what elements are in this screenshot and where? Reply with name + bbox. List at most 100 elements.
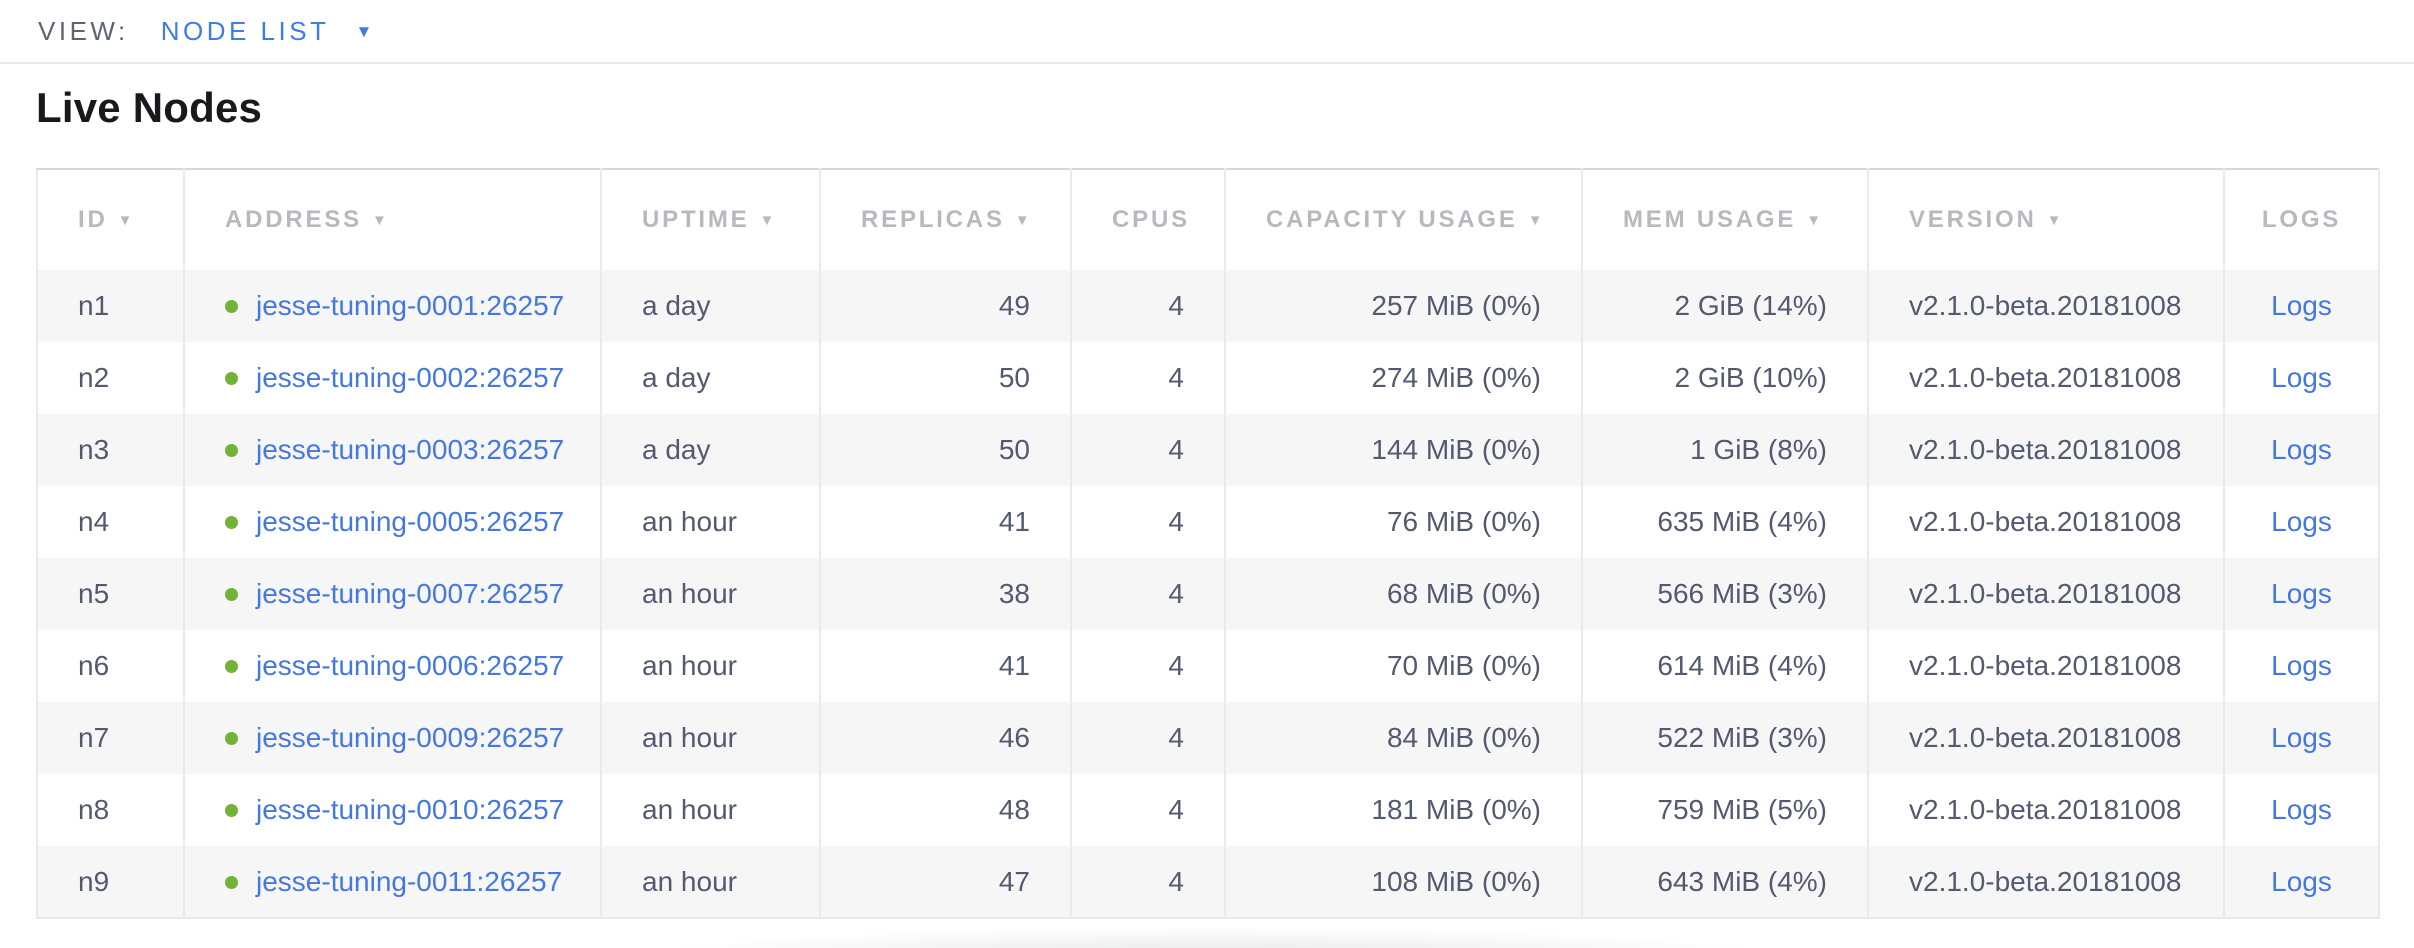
column-label: LOGS	[2261, 206, 2342, 233]
logs-link[interactable]: Logs	[2271, 650, 2332, 681]
column-header-version[interactable]: VERSION ▼	[1867, 169, 2224, 270]
sort-arrow-icon: ▼	[759, 212, 778, 229]
cell-address: jesse-tuning-0001:26257	[183, 270, 601, 342]
cell-uptime: a day	[600, 414, 820, 486]
node-healthy-icon	[225, 804, 238, 817]
cell-cpus: 4	[1070, 486, 1225, 558]
cell-cpus: 4	[1070, 846, 1225, 918]
cell-cpus: 4	[1070, 702, 1225, 774]
cell-mem: 614 MiB (4%)	[1581, 630, 1868, 702]
cell-version: v2.1.0-beta.20181008	[1867, 630, 2224, 702]
node-address-link[interactable]: jesse-tuning-0007:26257	[256, 578, 565, 609]
node-healthy-icon	[225, 300, 238, 313]
node-healthy-icon	[225, 660, 238, 673]
node-address-link[interactable]: jesse-tuning-0011:26257	[256, 865, 563, 897]
table-row-n2: n2 jesse-tuning-0002:26257 a day 50 4 274 MiB…	[37, 342, 2379, 414]
logs-link[interactable]: Logs	[2271, 362, 2332, 393]
sort-arrow-icon: ▼	[1806, 212, 1824, 229]
cell-logs: Logs	[2223, 414, 2379, 486]
cell-logs: Logs	[2223, 630, 2379, 702]
cell-uptime: an hour	[600, 558, 820, 630]
column-header-logs: LOGS	[2223, 169, 2379, 270]
node-address-link[interactable]: jesse-tuning-0005:26257	[256, 506, 565, 537]
column-header-cpus: CPUS	[1070, 169, 1225, 270]
sort-arrow-icon: ▼	[1014, 212, 1033, 229]
column-header-replicas[interactable]: REPLICAS ▼	[819, 169, 1071, 270]
cell-id: n8	[78, 794, 110, 825]
node-address-link[interactable]: jesse-tuning-0009:26257	[256, 722, 565, 753]
cell-mem: 1 GiB (8%)	[1581, 414, 1868, 486]
column-label: ID	[78, 206, 108, 233]
cell-address: jesse-tuning-0003:26257	[183, 414, 601, 486]
header-row: ID ▼ ADDRESS ▼ UPTIME ▼ REPLICAS ▼ CPUS CAPACITY …	[37, 169, 2379, 270]
cell-address: jesse-tuning-0011:26257	[183, 846, 601, 918]
node-healthy-icon	[225, 875, 238, 889]
node-healthy-icon	[225, 372, 238, 385]
cell-replicas: 46	[819, 702, 1071, 774]
column-header-address[interactable]: ADDRESS ▼	[183, 169, 601, 270]
cell-cpus: 4	[1070, 774, 1225, 846]
column-label: CPUS	[1112, 206, 1190, 233]
node-address-link[interactable]: jesse-tuning-0003:26257	[256, 434, 565, 465]
cell-version: v2.1.0-beta.20181008	[1867, 486, 2224, 558]
logs-link[interactable]: Logs	[2271, 290, 2332, 321]
cell-version: v2.1.0-beta.20181008	[1867, 846, 2224, 918]
cell-uptime: a day	[600, 342, 820, 414]
cell-cpus: 4	[1070, 558, 1225, 630]
column-header-id[interactable]: ID ▼	[37, 169, 184, 270]
cell-address: jesse-tuning-0009:26257	[183, 702, 601, 774]
node-address-link[interactable]: jesse-tuning-0001:26257	[256, 290, 565, 321]
cell-logs: Logs	[2223, 486, 2379, 558]
node-healthy-icon	[225, 444, 238, 457]
column-header-mem[interactable]: MEM USAGE ▼	[1581, 169, 1868, 270]
node-address-link[interactable]: jesse-tuning-0010:26257	[256, 794, 565, 825]
column-label: MEM USAGE	[1623, 206, 1797, 233]
cell-logs: Logs	[2223, 774, 2379, 846]
view-selected-value[interactable]: NODE LIST	[160, 15, 330, 46]
cell-version: v2.1.0-beta.20181008	[1867, 342, 2224, 414]
cell-logs: Logs	[2223, 846, 2379, 918]
cell-version: v2.1.0-beta.20181008	[1867, 774, 2224, 846]
chevron-down-icon: ▼	[355, 22, 373, 41]
cell-replicas: 41	[819, 630, 1071, 702]
sort-arrow-icon: ▼	[1527, 212, 1546, 229]
view-label: VIEW:	[38, 15, 129, 46]
table-row-n9: n9 jesse-tuning-0011:26257 an hour 47 4 108 M…	[37, 846, 2379, 918]
cell-capacity: 274 MiB (0%)	[1224, 342, 1582, 414]
logs-link[interactable]: Logs	[2271, 865, 2332, 897]
live-nodes-table: ID ▼ ADDRESS ▼ UPTIME ▼ REPLICAS ▼ CPUS CAPACITY …	[36, 168, 2380, 919]
table-row-n4: n4 jesse-tuning-0005:26257 an hour 41 4 76 Mi…	[37, 486, 2379, 558]
cell-uptime: an hour	[600, 774, 820, 846]
logs-link[interactable]: Logs	[2271, 794, 2332, 825]
cell-address: jesse-tuning-0006:26257	[183, 630, 601, 702]
logs-link[interactable]: Logs	[2271, 722, 2332, 753]
cell-cpus: 4	[1070, 270, 1225, 342]
node-address-link[interactable]: jesse-tuning-0002:26257	[256, 362, 565, 393]
cell-id: n9	[78, 865, 110, 897]
cell-capacity: 108 MiB (0%)	[1224, 846, 1582, 918]
view-selector-dropdown[interactable]: NODE LIST ▼	[161, 16, 373, 47]
table-row-n7: n7 jesse-tuning-0009:26257 an hour 46 4 84 Mi…	[37, 702, 2379, 774]
column-header-capacity[interactable]: CAPACITY USAGE ▼	[1224, 169, 1582, 270]
cell-mem: 759 MiB (5%)	[1581, 774, 1868, 846]
cell-address: jesse-tuning-0002:26257	[183, 342, 601, 414]
cell-mem: 643 MiB (4%)	[1581, 846, 1868, 918]
cell-address: jesse-tuning-0005:26257	[183, 486, 601, 558]
sort-arrow-icon: ▼	[117, 212, 136, 229]
cell-version: v2.1.0-beta.20181008	[1867, 702, 2224, 774]
column-header-uptime[interactable]: UPTIME ▼	[600, 169, 820, 270]
cell-replicas: 50	[819, 414, 1071, 486]
logs-link[interactable]: Logs	[2271, 434, 2332, 465]
cell-address: jesse-tuning-0010:26257	[183, 774, 601, 846]
table-row-n1: n1 jesse-tuning-0001:26257 a day 49 4 257 MiB…	[37, 270, 2379, 342]
cell-address: jesse-tuning-0007:26257	[183, 558, 601, 630]
cell-id: n4	[78, 506, 110, 537]
cell-uptime: a day	[600, 270, 820, 342]
table-row-n6: n6 jesse-tuning-0006:26257 an hour 41 4 70 Mi…	[37, 630, 2379, 702]
logs-link[interactable]: Logs	[2271, 578, 2332, 609]
cell-id: n6	[78, 650, 110, 681]
cell-version: v2.1.0-beta.20181008	[1867, 558, 2224, 630]
node-address-link[interactable]: jesse-tuning-0006:26257	[256, 650, 565, 681]
cell-mem: 566 MiB (3%)	[1581, 558, 1868, 630]
logs-link[interactable]: Logs	[2271, 506, 2332, 537]
